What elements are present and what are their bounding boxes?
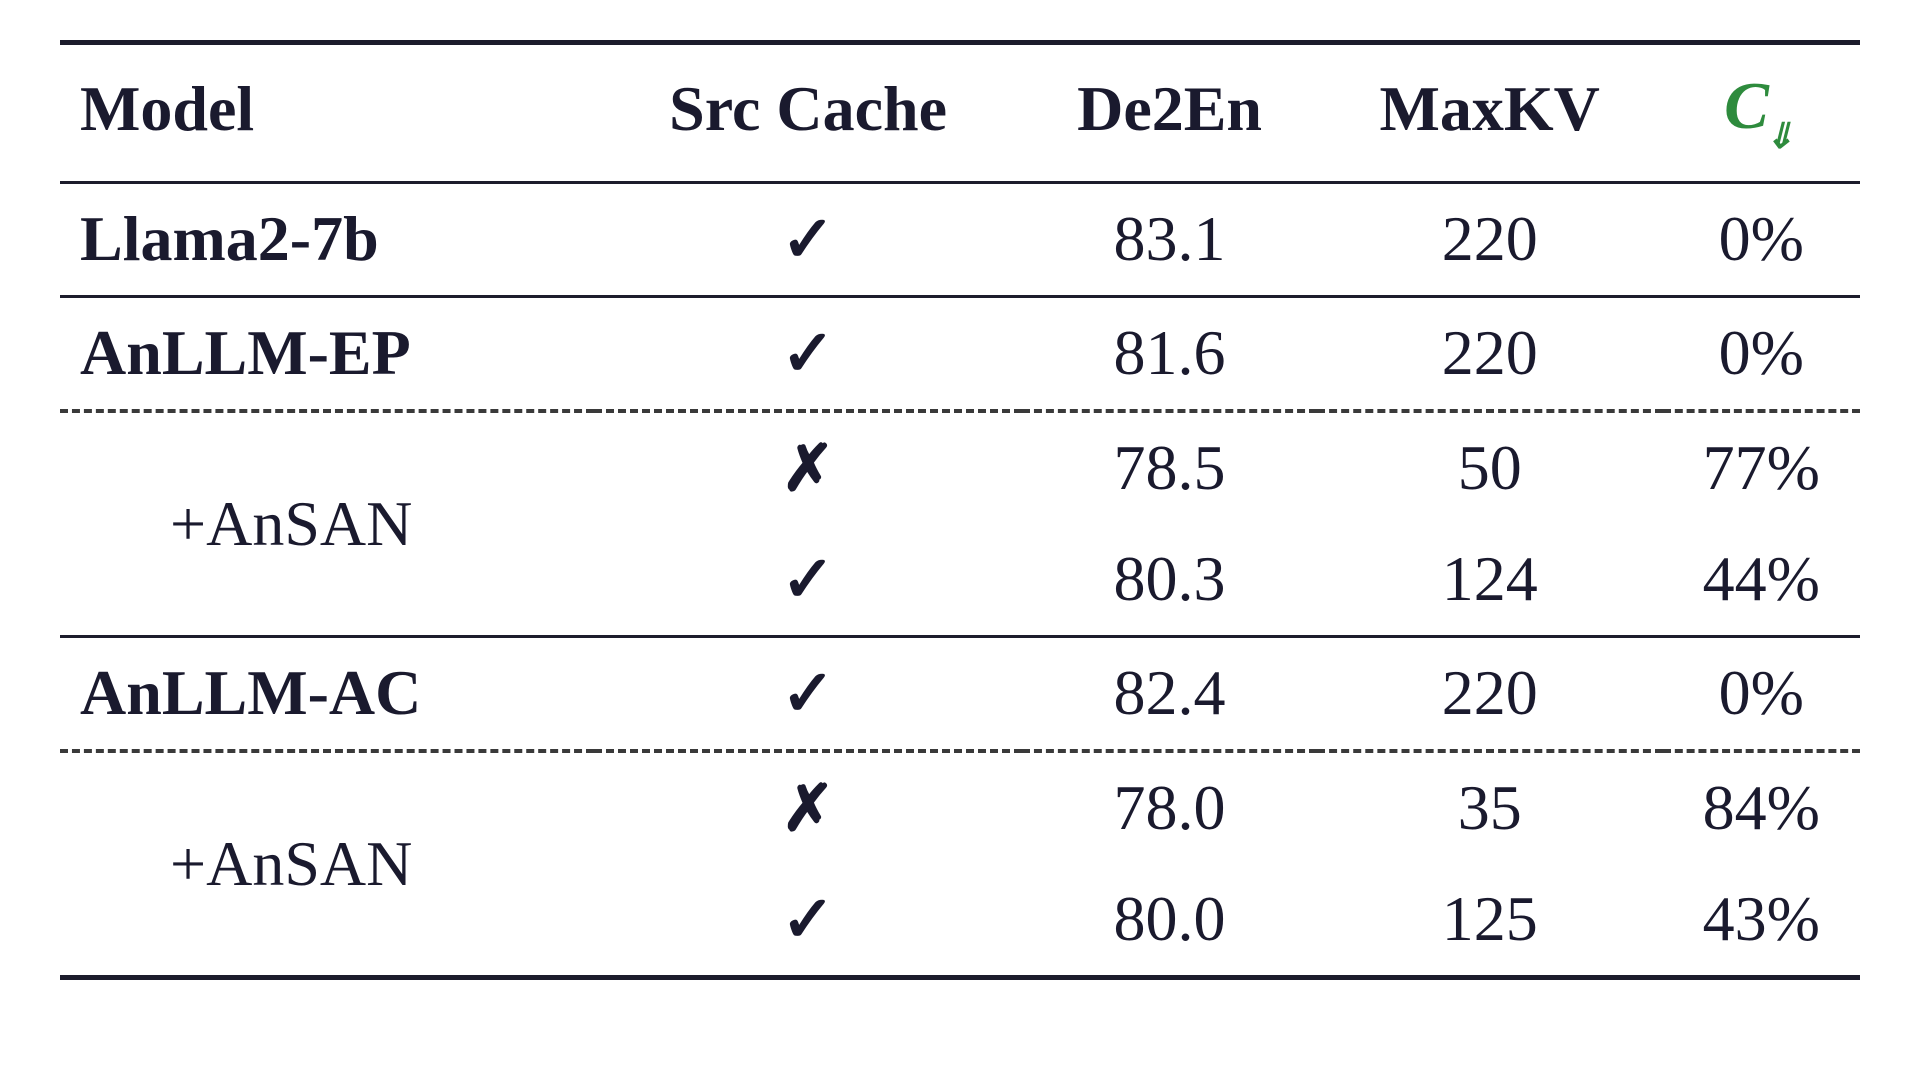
- cell-srccache: ✓: [594, 864, 1022, 978]
- check-icon: ✓: [781, 657, 835, 729]
- col-header-cdown-sub: ⇓: [1765, 117, 1794, 156]
- cell-cdown: 43%: [1663, 864, 1860, 978]
- cell-maxkv: 125: [1317, 864, 1663, 978]
- table-row: Llama2-7b ✓ 83.1 220 0%: [60, 182, 1860, 296]
- cell-cdown: 0%: [1663, 296, 1860, 411]
- cell-maxkv: 220: [1317, 182, 1663, 296]
- table-body: Llama2-7b ✓ 83.1 220 0% AnLLM-EP ✓ 81.6 …: [60, 182, 1860, 977]
- cell-maxkv: 35: [1317, 751, 1663, 864]
- col-header-cdown: C⇓: [1663, 43, 1860, 183]
- cell-de2en: 78.0: [1022, 751, 1317, 864]
- cell-maxkv: 220: [1317, 296, 1663, 411]
- cell-model: +AnSAN: [60, 411, 594, 637]
- cross-icon: ✗: [781, 772, 835, 844]
- cell-srccache: ✗: [594, 751, 1022, 864]
- cell-model: AnLLM-EP: [60, 296, 594, 411]
- cell-maxkv: 124: [1317, 524, 1663, 637]
- check-icon: ✓: [781, 317, 835, 389]
- cell-de2en: 78.5: [1022, 411, 1317, 524]
- table-row: +AnSAN ✗ 78.0 35 84%: [60, 751, 1860, 864]
- table-row: +AnSAN ✗ 78.5 50 77%: [60, 411, 1860, 524]
- cell-model: +AnSAN: [60, 751, 594, 978]
- cell-de2en: 82.4: [1022, 636, 1317, 751]
- cell-maxkv: 220: [1317, 636, 1663, 751]
- cell-de2en: 80.3: [1022, 524, 1317, 637]
- col-header-model: Model: [60, 43, 594, 183]
- table-header-row: Model Src Cache De2En MaxKV C⇓: [60, 43, 1860, 183]
- cell-srccache: ✗: [594, 411, 1022, 524]
- cell-model: AnLLM-AC: [60, 636, 594, 751]
- check-icon: ✓: [781, 883, 835, 955]
- check-icon: ✓: [781, 543, 835, 615]
- results-table: Model Src Cache De2En MaxKV C⇓ Llama2-7b…: [60, 40, 1860, 980]
- cell-srccache: ✓: [594, 296, 1022, 411]
- cell-cdown: 44%: [1663, 524, 1860, 637]
- cell-de2en: 81.6: [1022, 296, 1317, 411]
- cell-srccache: ✓: [594, 636, 1022, 751]
- cross-icon: ✗: [781, 432, 835, 504]
- cell-srccache: ✓: [594, 524, 1022, 637]
- col-header-srccache: Src Cache: [594, 43, 1022, 183]
- cell-de2en: 83.1: [1022, 182, 1317, 296]
- table-row: AnLLM-AC ✓ 82.4 220 0%: [60, 636, 1860, 751]
- col-header-cdown-symbol: C: [1724, 68, 1769, 143]
- cell-maxkv: 50: [1317, 411, 1663, 524]
- cell-model: Llama2-7b: [60, 182, 594, 296]
- check-icon: ✓: [781, 203, 835, 275]
- cell-de2en: 80.0: [1022, 864, 1317, 978]
- table-row: AnLLM-EP ✓ 81.6 220 0%: [60, 296, 1860, 411]
- cell-cdown: 84%: [1663, 751, 1860, 864]
- cell-srccache: ✓: [594, 182, 1022, 296]
- col-header-maxkv: MaxKV: [1317, 43, 1663, 183]
- cell-cdown: 77%: [1663, 411, 1860, 524]
- cell-cdown: 0%: [1663, 182, 1860, 296]
- col-header-de2en: De2En: [1022, 43, 1317, 183]
- cell-cdown: 0%: [1663, 636, 1860, 751]
- results-table-container: Model Src Cache De2En MaxKV C⇓ Llama2-7b…: [0, 0, 1920, 1020]
